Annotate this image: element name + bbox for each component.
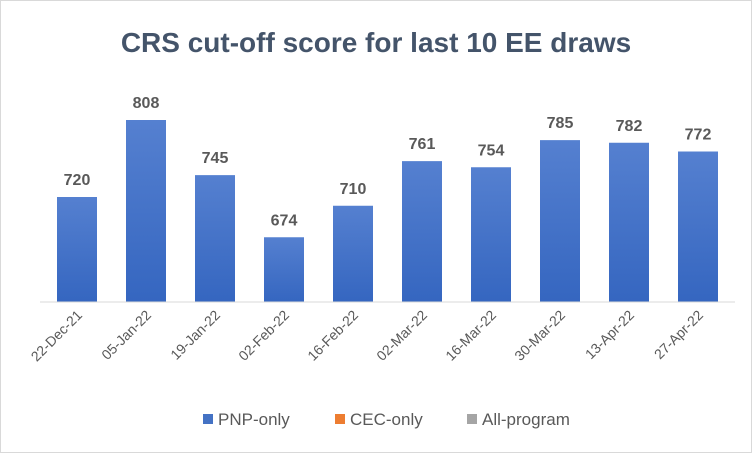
legend-swatch	[335, 414, 345, 424]
data-label: 720	[64, 172, 91, 189]
data-label: 745	[202, 150, 229, 167]
data-label: 761	[409, 136, 436, 153]
legend-item: All-program	[482, 410, 570, 429]
bar	[195, 175, 235, 302]
bar	[126, 120, 166, 302]
data-label: 785	[547, 115, 574, 132]
data-label: 674	[271, 212, 298, 229]
data-label: 808	[133, 95, 160, 112]
data-label: 782	[616, 118, 643, 135]
legend-swatch	[203, 414, 213, 424]
bar	[609, 142, 649, 302]
bar	[402, 161, 442, 302]
bar	[57, 197, 97, 302]
legend-swatch	[467, 414, 477, 424]
bar	[471, 167, 511, 302]
bar	[540, 140, 580, 302]
legend-item: CEC-only	[350, 410, 423, 429]
bar	[678, 151, 718, 302]
legend-item: PNP-only	[218, 410, 290, 429]
data-label: 772	[685, 127, 712, 144]
data-label: 710	[340, 181, 367, 198]
bar	[264, 237, 304, 302]
bar	[333, 205, 373, 302]
chart-title: CRS cut-off score for last 10 EE draws	[121, 27, 631, 58]
data-label: 754	[478, 142, 505, 159]
